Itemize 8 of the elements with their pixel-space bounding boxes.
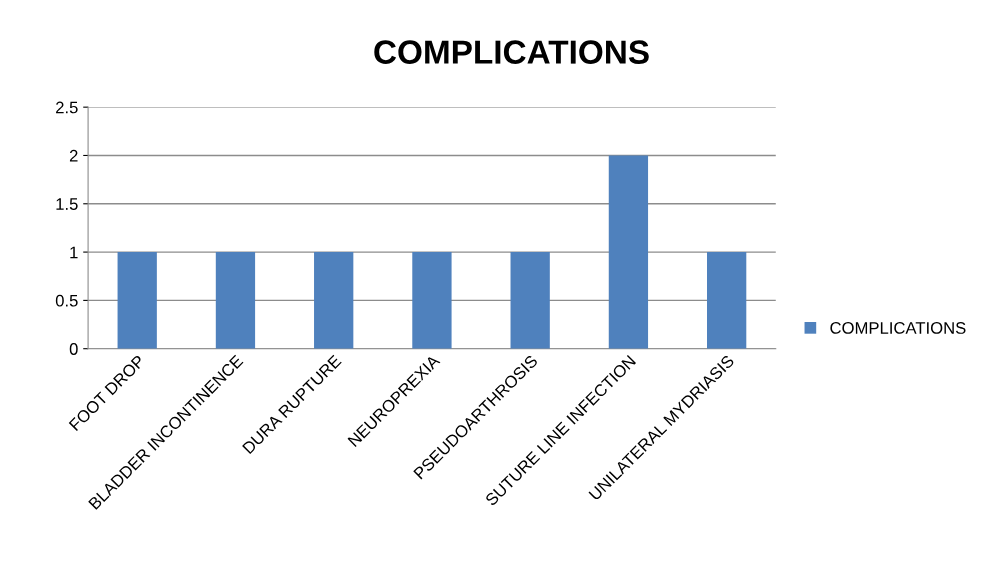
y-tick-label: 1.5 (56, 198, 78, 210)
legend-label: COMPLICATIONS (830, 322, 966, 334)
y-tick-label: 0 (69, 343, 78, 355)
y-tick-label: 1 (70, 246, 78, 259)
chart-title: COMPLICATIONS (374, 40, 649, 64)
y-tick-label: 0.5 (55, 294, 78, 307)
y-tick-label: 2 (69, 149, 78, 162)
y-tick-label: 2.5 (56, 101, 78, 114)
